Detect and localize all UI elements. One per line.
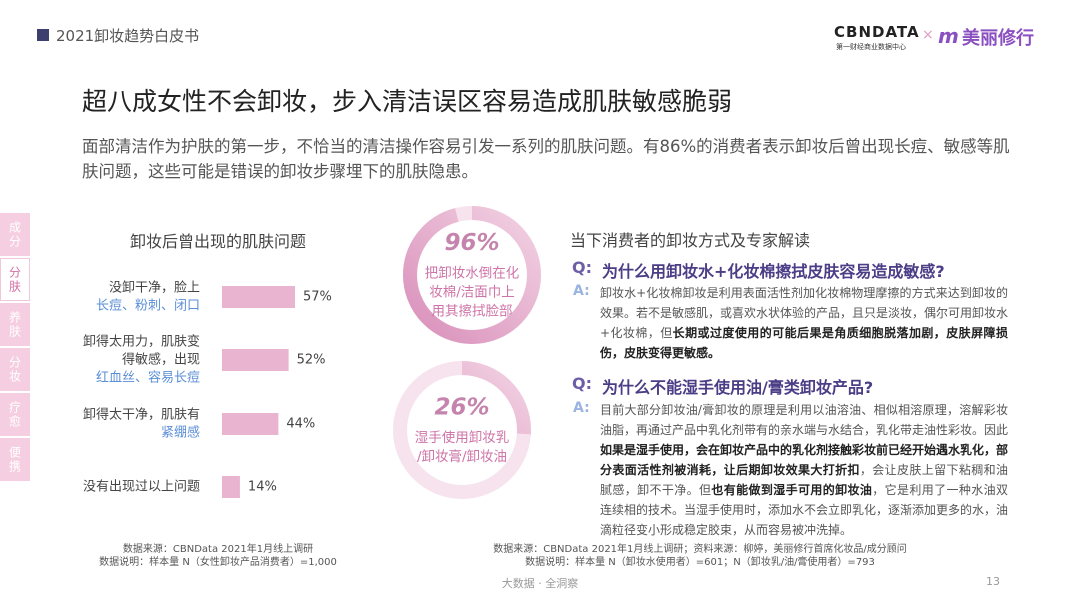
chart-note: 数据说明：样本量 N（女性卸妆产品消费者）=1,000 bbox=[99, 557, 337, 568]
sidebar-tab: 成分 bbox=[0, 213, 30, 256]
category-label: 得敏感，出现 bbox=[122, 352, 200, 368]
category-label: 卸得太干净，肌肤有 bbox=[83, 407, 200, 423]
bar bbox=[222, 476, 240, 498]
answer: 卸妆水+化妆棉卸妆是利用表面活性剂加化妆棉物理摩擦的方式来达到卸妆的效果。若不是… bbox=[600, 283, 1008, 363]
sidebar-tab: 疗愈 bbox=[0, 393, 30, 436]
bar bbox=[222, 413, 279, 435]
answer-bold: 如果是湿手使用，会在卸妆产品中的乳化剂接触彩妆前已经开始遇水乳化，部分表面活性剂… bbox=[600, 443, 1009, 477]
header-title: 2021卸妆趋势白皮书 bbox=[56, 27, 200, 45]
category-highlight: 紧绷感 bbox=[161, 425, 200, 441]
section-title: 当下消费者的卸妆方式及专家解读 bbox=[570, 231, 811, 250]
value-label: 44% bbox=[286, 417, 315, 432]
a-marker: A: bbox=[573, 400, 590, 416]
answer-text: 目前大部分卸妆油/膏卸妆的原理是利用以油溶油、相似相溶原理，溶解彩妆油脂，再通过… bbox=[600, 403, 1009, 437]
value-label: 57% bbox=[303, 290, 332, 305]
ring-value: 96% bbox=[444, 230, 499, 256]
ring-text: 把卸妆水倒在化 bbox=[425, 266, 520, 282]
ring-text: 用其擦拭脸部 bbox=[432, 303, 513, 320]
headline: 超八成女性不会卸妆，步入清洁误区容易造成肌肤敏感脆弱 bbox=[82, 87, 733, 116]
sidebar-tab: 分妆 bbox=[0, 348, 30, 391]
intro: 面部清洁作为护肤的第一步，不恰当的清洁操作容易引发一系列的肌肤问题。有86%的消… bbox=[82, 137, 1010, 181]
answer-bold: 长期或过度使用的可能后果是角质细胞脱落加剧，皮肤屏障损伤，皮肤变得更敏感。 bbox=[600, 326, 1008, 360]
right-note: 数据来源：CBNData 2021年1月线上调研；资料来源：柳婷，美丽修行首席化… bbox=[493, 544, 907, 555]
ring-text: /卸妆膏/卸妆油 bbox=[417, 448, 507, 465]
right-note: 数据说明：样本量 N（卸妆水使用者）=601；N（卸妆乳/油/膏使用者）=793 bbox=[525, 557, 875, 568]
chart-title: 卸妆后曾出现的肌肤问题 bbox=[129, 232, 307, 251]
answer-bold: 也有能做到湿手可用的卸妆油 bbox=[711, 483, 873, 497]
footer-slogan: 大数据 · 全洞察 bbox=[501, 577, 579, 590]
category-highlight: 红血丝、容易长痘 bbox=[96, 370, 200, 386]
ring-text: 妆棉/洁面巾上 bbox=[429, 285, 515, 301]
category-label: 卸得太用力，肌肤变 bbox=[83, 334, 200, 350]
page-number: 13 bbox=[986, 575, 1000, 588]
partner-icon: m bbox=[938, 24, 959, 48]
answer-text: 卸妆水+化妆棉卸妆是利用表面活性剂加化妆棉物理摩擦的方式来达到卸妆的效果。若不是… bbox=[600, 286, 1009, 340]
category-highlight: 长痘、粉刺、闭口 bbox=[96, 299, 200, 314]
header-mark bbox=[37, 29, 49, 41]
q-marker: Q: bbox=[572, 374, 592, 393]
value-label: 52% bbox=[297, 353, 326, 368]
ring-text: 湿手使用卸妆乳 bbox=[415, 429, 510, 446]
logo-x: × bbox=[922, 27, 934, 43]
ring-arc bbox=[393, 361, 531, 499]
answer-text: ，它是利用了一种水油双连续相的技术。当湿手使用时，添加水不会立即乳化，逐渐添加更… bbox=[600, 483, 1009, 537]
bar bbox=[222, 286, 295, 308]
sidebar-tab: 分肤 bbox=[0, 258, 30, 301]
category-label: 没卸干净，脸上 bbox=[109, 280, 200, 296]
value-label: 14% bbox=[248, 480, 277, 495]
sidebar-tab: 便携 bbox=[0, 438, 30, 481]
partner-name: 美丽修行 bbox=[962, 28, 1034, 49]
answer-text: ，会让皮肤上留下粘稠和油腻感，卸不干净。但 bbox=[600, 463, 1008, 497]
a-marker: A: bbox=[573, 283, 590, 299]
sidebar-tab: 养肤 bbox=[0, 303, 30, 346]
chart-note: 数据来源：CBNData 2021年1月线上调研 bbox=[122, 544, 314, 555]
answer: 目前大部分卸妆油/膏卸妆的原理是利用以油溶油、相似相溶原理，溶解彩妆油脂，再通过… bbox=[600, 400, 1008, 540]
category-label: 没有出现过以上问题 bbox=[83, 480, 200, 495]
logo-main: CBNDATA bbox=[834, 23, 920, 41]
question: 为什么用卸妆水+化妆棉擦拭皮肤容易造成敏感? bbox=[602, 262, 945, 281]
ring-value: 26% bbox=[434, 395, 489, 421]
ring-arc bbox=[403, 206, 541, 344]
q-marker: Q: bbox=[572, 258, 592, 277]
bar bbox=[222, 349, 289, 371]
logo-sub: 第一财经商业数据中心 bbox=[836, 43, 906, 51]
question: 为什么不能湿手使用油/膏类卸妆产品? bbox=[602, 378, 874, 397]
